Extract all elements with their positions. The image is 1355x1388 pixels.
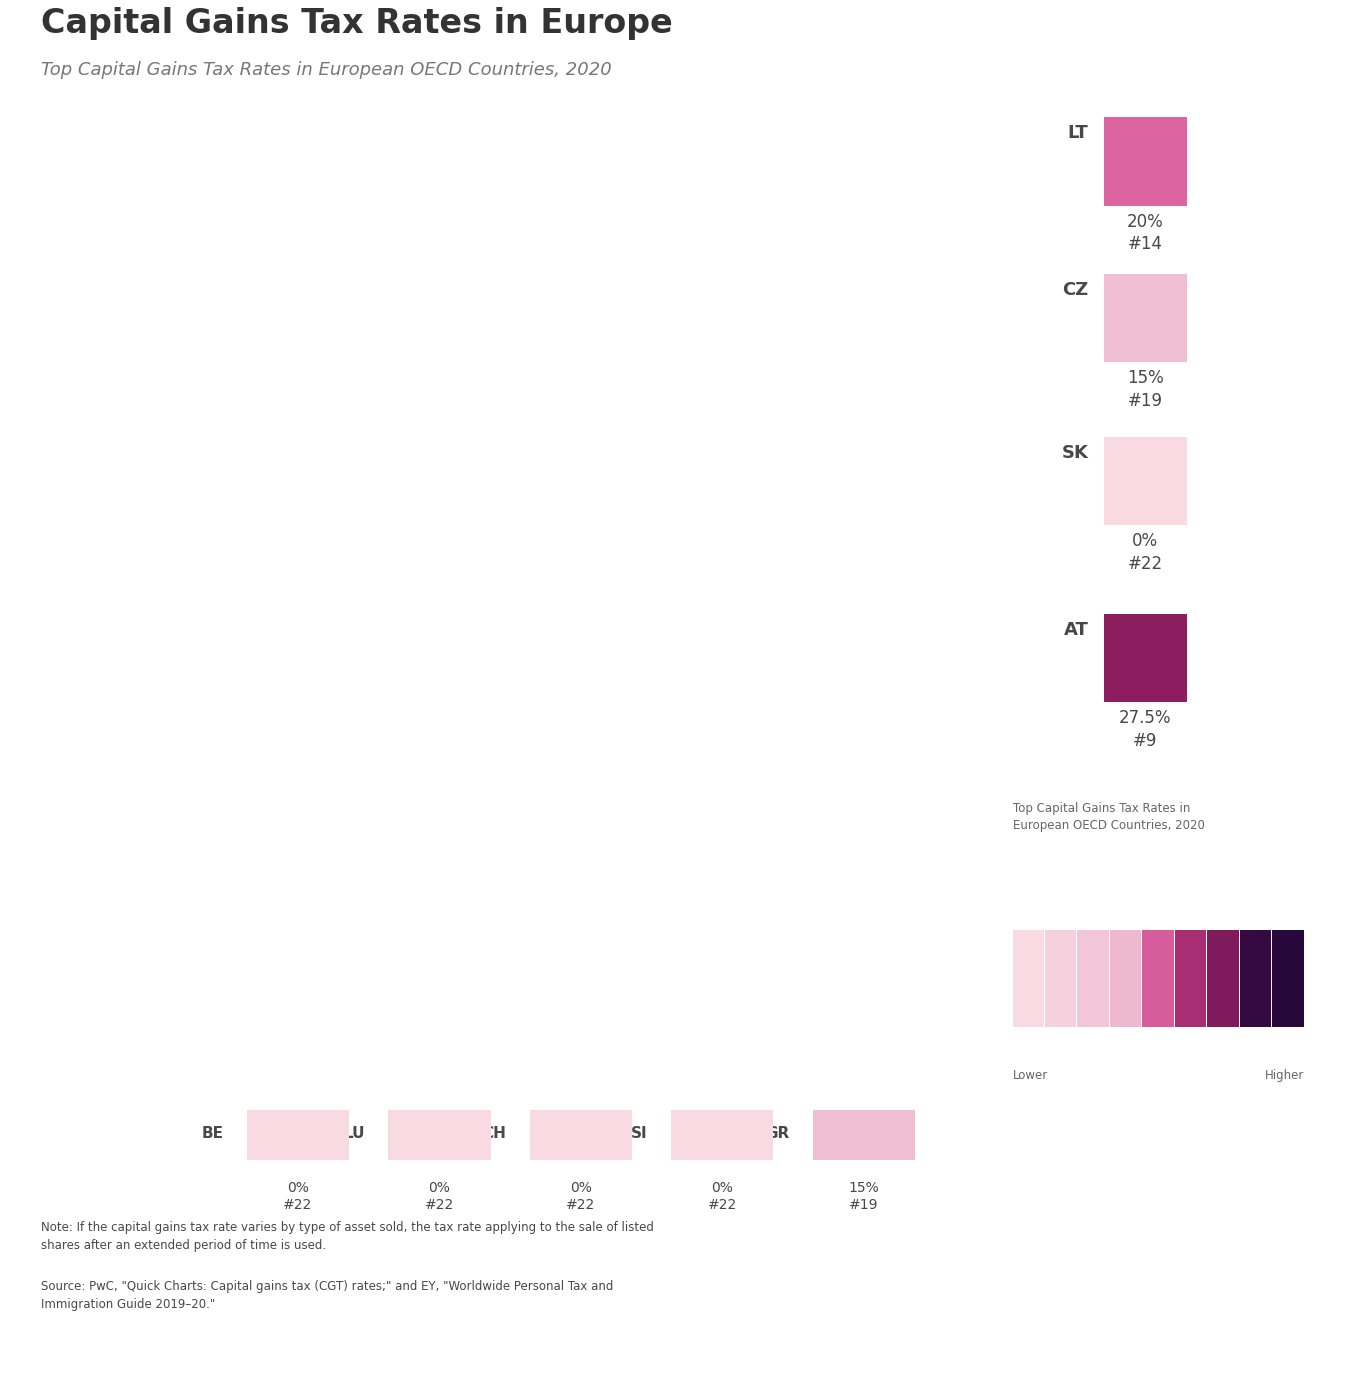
Bar <box>1175 930 1206 1027</box>
Text: 27.5%
#9: 27.5% #9 <box>1119 709 1172 750</box>
Text: @TaxFoundation: @TaxFoundation <box>1198 1353 1335 1370</box>
Text: 0%
#22: 0% #22 <box>1127 532 1163 573</box>
Text: LU: LU <box>343 1126 364 1141</box>
Bar <box>1272 930 1304 1027</box>
Bar <box>1103 437 1187 525</box>
Text: Higher: Higher <box>1266 1069 1305 1081</box>
Text: 0%
#22: 0% #22 <box>566 1181 595 1212</box>
Text: Top Capital Gains Tax Rates in
European OECD Countries, 2020: Top Capital Gains Tax Rates in European … <box>1012 802 1205 831</box>
Text: Source: PwC, "Quick Charts: Capital gains tax (CGT) rates;" and EY, "Worldwide P: Source: PwC, "Quick Charts: Capital gain… <box>41 1280 612 1312</box>
Text: AT: AT <box>1064 620 1088 638</box>
Text: 20%
#14: 20% #14 <box>1127 212 1164 254</box>
Bar <box>1207 930 1238 1027</box>
Bar <box>1103 117 1187 205</box>
Bar <box>671 1110 774 1160</box>
Bar <box>1110 930 1141 1027</box>
Bar <box>813 1110 915 1160</box>
Text: BE: BE <box>202 1126 224 1141</box>
Text: TAX FOUNDATION: TAX FOUNDATION <box>20 1352 228 1371</box>
Bar <box>389 1110 491 1160</box>
Text: Note: If the capital gains tax rate varies by type of asset sold, the tax rate a: Note: If the capital gains tax rate vari… <box>41 1221 653 1252</box>
Text: 15%
#19: 15% #19 <box>1127 369 1164 409</box>
Text: SK: SK <box>1062 444 1088 462</box>
Text: SI: SI <box>631 1126 648 1141</box>
Text: 0%
#22: 0% #22 <box>283 1181 313 1212</box>
Bar <box>1142 930 1173 1027</box>
Text: GR: GR <box>766 1126 789 1141</box>
Bar <box>530 1110 631 1160</box>
Bar <box>1240 930 1271 1027</box>
Bar <box>1103 613 1187 702</box>
Text: Top Capital Gains Tax Rates in European OECD Countries, 2020: Top Capital Gains Tax Rates in European … <box>41 61 611 79</box>
Text: CH: CH <box>482 1126 507 1141</box>
Bar <box>1045 930 1076 1027</box>
Text: 15%
#19: 15% #19 <box>848 1181 879 1212</box>
Bar <box>1103 273 1187 362</box>
Text: Capital Gains Tax Rates in Europe: Capital Gains Tax Rates in Europe <box>41 7 672 40</box>
Bar <box>1012 930 1043 1027</box>
Text: 0%
#22: 0% #22 <box>707 1181 737 1212</box>
Bar <box>247 1110 350 1160</box>
Text: LT: LT <box>1068 124 1088 142</box>
Bar <box>1077 930 1108 1027</box>
Text: CZ: CZ <box>1062 280 1088 298</box>
Text: Lower: Lower <box>1012 1069 1047 1081</box>
Text: 0%
#22: 0% #22 <box>425 1181 454 1212</box>
